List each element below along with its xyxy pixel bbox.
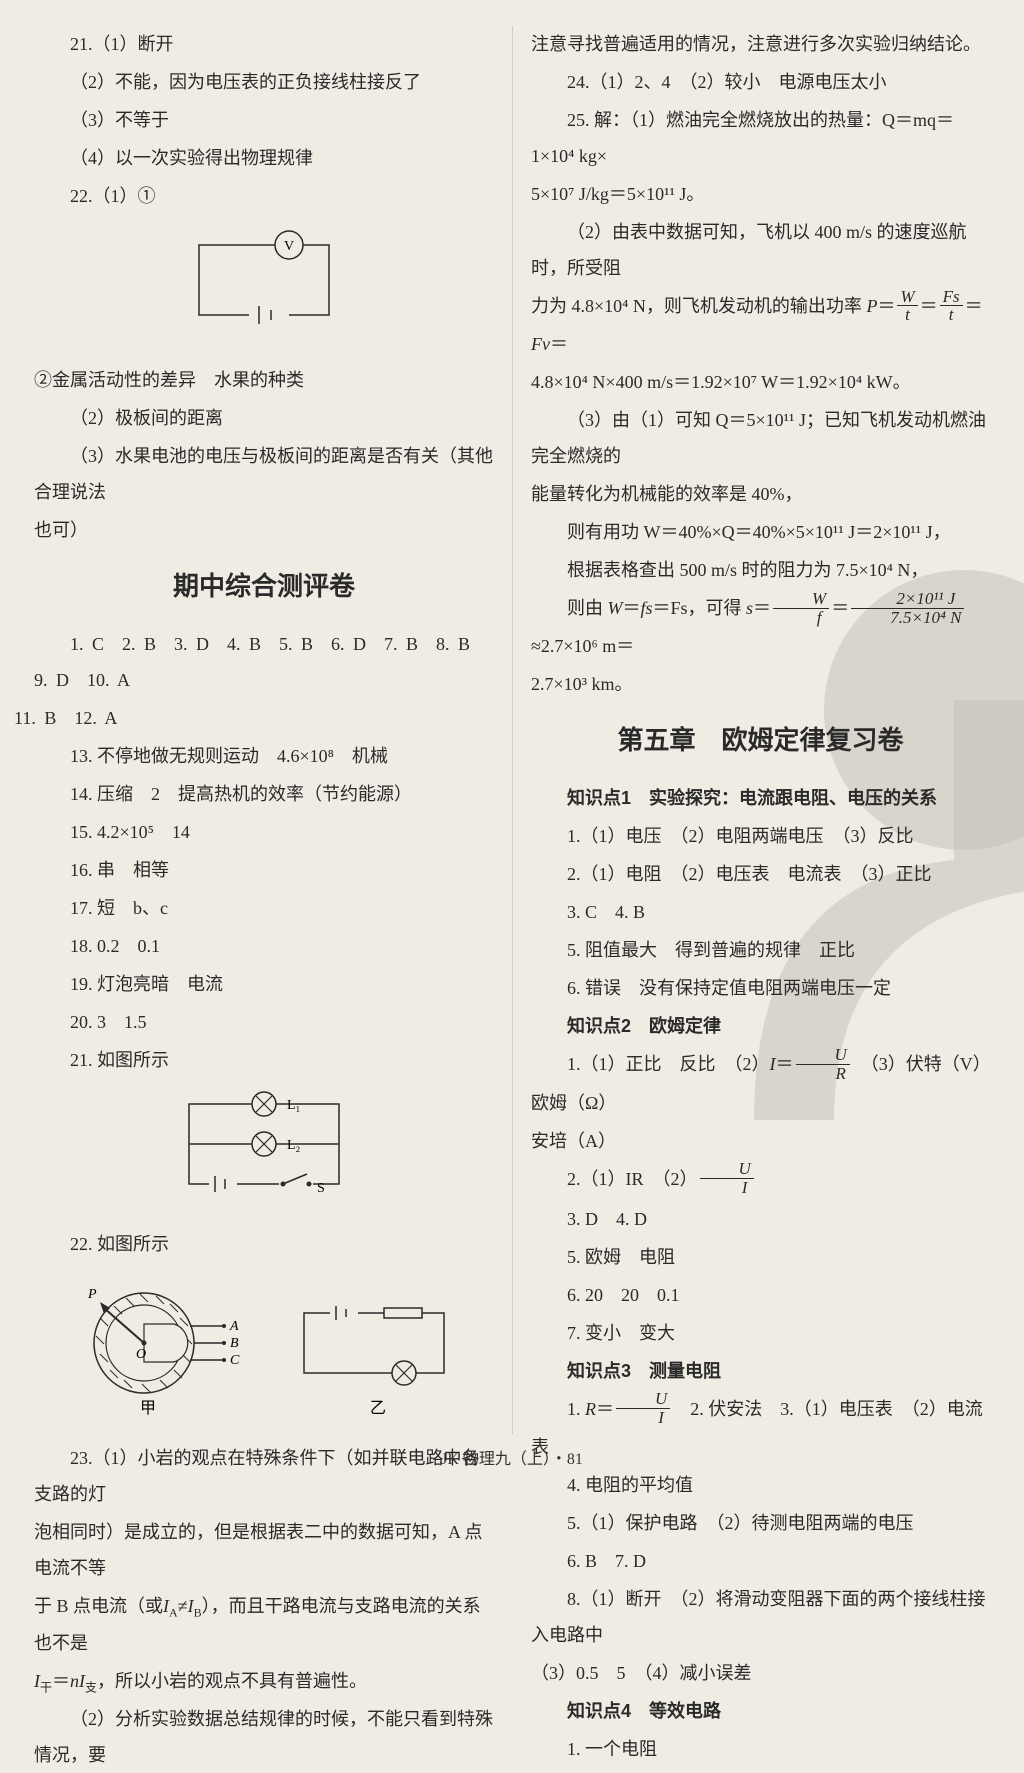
svg-text:乙: 乙: [370, 1400, 386, 1417]
answer-25-3d: 根据表格查出 500 m/s 时的阻力为 7.5×10⁴ N，: [531, 552, 990, 588]
kp3-1: 1. R＝UI 2. 伏安法 3.（1）电压表 （2）电流表: [531, 1391, 990, 1465]
answer-23-1: 23.（1）小岩的观点在特殊条件下（如并联电路中各支路的灯: [34, 1440, 494, 1512]
kp1-head: 知识点1 实验探究：电流跟电阻、电压的关系: [531, 780, 990, 816]
kp3-4: 4. 电阻的平均值: [531, 1467, 990, 1503]
answer-23-4: I干＝nI支，所以小岩的观点不具有普遍性。: [34, 1663, 494, 1700]
kp2-1: 1.（1）正比 反比 （2）I＝UR （3）伏特（V） 欧姆（Ω）: [531, 1046, 990, 1120]
answer-14: 14. 压缩 2 提高热机的效率（节约能源）: [34, 776, 494, 812]
kp1-6: 6. 错误 没有保持定值电阻两端电压一定: [531, 970, 990, 1006]
answer-21-4: （4）以一次实验得出物理规律: [34, 140, 494, 176]
answer-25-3c: 则有用功 W＝40%×Q＝40%×5×10¹¹ J＝2×10¹¹ J，: [531, 514, 990, 550]
answer-21b: 21. 如图所示: [34, 1042, 494, 1078]
svg-text:L₂: L₂: [287, 1138, 301, 1153]
answer-22b: 22. 如图所示: [34, 1226, 494, 1262]
answer-22-2: （2）极板间的距离: [34, 400, 494, 436]
answer-17: 17. 短 b、c: [34, 890, 494, 926]
answer-25-2b: 力为 4.8×10⁴ N，则飞机发动机的输出功率 P＝Wt＝Fst＝Fv＝: [531, 288, 990, 362]
answer-22-note1: ②金属活动性的差异 水果的种类: [34, 362, 494, 398]
diagram-21: L₁ L₂ S: [34, 1084, 494, 1216]
kp4-head: 知识点4 等效电路: [531, 1693, 990, 1729]
answer-15: 15. 4.2×10⁵ 14: [34, 814, 494, 850]
kp1-3: 3. C 4. B: [531, 894, 990, 930]
kp2-3: 3. D 4. D: [531, 1201, 990, 1237]
answer-19: 19. 灯泡亮暗 电流: [34, 966, 494, 1002]
svg-text:A: A: [229, 1319, 239, 1334]
answer-25-3a: （3）由（1）可知 Q＝5×10¹¹ J；已知飞机发动机燃油完全燃烧的: [531, 402, 990, 474]
kp3-5: 5.（1）保护电路 （2）待测电阻两端的电压: [531, 1505, 990, 1541]
answer-25-1b: 5×10⁷ J/kg＝5×10¹¹ J。: [531, 176, 990, 212]
right-column: 注意寻找普遍适用的情况，注意进行多次实验归纳结论。 24.（1）2、4 （2）较…: [512, 26, 990, 1434]
answer-21-1: 21.（1）断开: [34, 26, 494, 62]
kp2-6: 6. 20 20 0.1: [531, 1277, 990, 1313]
kp2-2: 2.（1）IR （2）UI: [531, 1161, 990, 1199]
kp3-6: 6. B 7. D: [531, 1543, 990, 1579]
midterm-title: 期中综合测评卷: [34, 560, 494, 612]
kp4-1: 1. 一个电阻: [531, 1731, 990, 1767]
left-column: 21.（1）断开 （2）不能，因为电压表的正负接线柱接反了 （3）不等于 （4）…: [34, 26, 512, 1434]
answer-23-5: （2）分析实验数据总结规律的时候，不能只看到特殊情况，要: [34, 1701, 494, 1773]
answer-23-3: 于 B 点电流（或IA≠IB），而且干路电流与支路电流的关系也不是: [34, 1588, 494, 1661]
answer-18: 18. 0.2 0.1: [34, 928, 494, 964]
answer-22-1: 22.（1）①: [34, 178, 494, 214]
answer-20: 20. 3 1.5: [34, 1004, 494, 1040]
page-container: 21.（1）断开 （2）不能，因为电压表的正负接线柱接反了 （3）不等于 （4）…: [0, 0, 1024, 1440]
answer-21-3: （3）不等于: [34, 102, 494, 138]
kp2-head: 知识点2 欧姆定律: [531, 1008, 990, 1044]
kp1-2: 2.（1）电阻 （2）电压表 电流表 （3）正比: [531, 856, 990, 892]
kp3-8b: （3）0.5 5 （4）减小误差: [531, 1655, 990, 1691]
svg-text:V: V: [284, 239, 294, 254]
mc-answers-11-12: 11. B 12. A: [14, 700, 494, 736]
answer-25-3e: 则由 W＝fs＝Fs，可得 s＝Wf＝2×10¹¹ J7.5×10⁴ N≈2.7…: [531, 590, 990, 664]
kp3-8a: 8.（1）断开 （2）将滑动变阻器下面的两个接线柱接入电路中: [531, 1581, 990, 1653]
svg-text:S: S: [317, 1181, 325, 1196]
answer-25-3f: 2.7×10³ km。: [531, 666, 990, 702]
diagram-22-1: V: [34, 220, 494, 352]
kp2-5: 5. 欧姆 电阻: [531, 1239, 990, 1275]
svg-text:C: C: [230, 1353, 240, 1368]
answer-25-1: 25. 解：（1）燃油完全燃烧放出的热量：Q＝mq＝1×10⁴ kg×: [531, 102, 990, 174]
svg-text:甲: 甲: [140, 1400, 156, 1417]
answer-23-2: 泡相同时）是成立的，但是根据表二中的数据可知，A 点电流不等: [34, 1514, 494, 1586]
answer-22-3b: 也可）: [34, 512, 494, 548]
diagram-22b: P O A B C 甲: [34, 1268, 494, 1430]
answer-25-2a: （2）由表中数据可知，飞机以 400 m/s 的速度巡航时，所受阻: [531, 214, 990, 286]
answer-16: 16. 串 相等: [34, 852, 494, 888]
kp2-7: 7. 变小 变大: [531, 1315, 990, 1351]
answer-22-3a: （3）水果电池的电压与极板间的距离是否有关（其他合理说法: [34, 438, 494, 510]
svg-text:P: P: [87, 1287, 97, 1302]
answer-13: 13. 不停地做无规则运动 4.6×10⁸ 机械: [34, 738, 494, 774]
answer-25-2c: 4.8×10⁴ N×400 m/s＝1.92×10⁷ W＝1.92×10⁴ kW…: [531, 364, 990, 400]
mc-answers-1-10: 1. C 2. B 3. D 4. B 5. B 6. D 7. B 8. B …: [34, 626, 494, 698]
kp2-1b: 安培（A）: [531, 1123, 990, 1159]
svg-text:B: B: [230, 1336, 239, 1351]
kp3-head: 知识点3 测量电阻: [531, 1353, 990, 1389]
kp1-1: 1.（1）电压 （2）电阻两端电压 （3）反比: [531, 818, 990, 854]
answer-24: 24.（1）2、4 （2）较小 电源电压太小: [531, 64, 990, 100]
answer-21-2: （2）不能，因为电压表的正负接线柱接反了: [34, 64, 494, 100]
chapter5-title: 第五章 欧姆定律复习卷: [531, 714, 990, 766]
svg-text:O: O: [136, 1347, 146, 1362]
r-cont: 注意寻找普遍适用的情况，注意进行多次实验归纳结论。: [531, 26, 990, 62]
svg-text:L₁: L₁: [287, 1098, 300, 1113]
kp1-5: 5. 阻值最大 得到普遍的规律 正比: [531, 932, 990, 968]
